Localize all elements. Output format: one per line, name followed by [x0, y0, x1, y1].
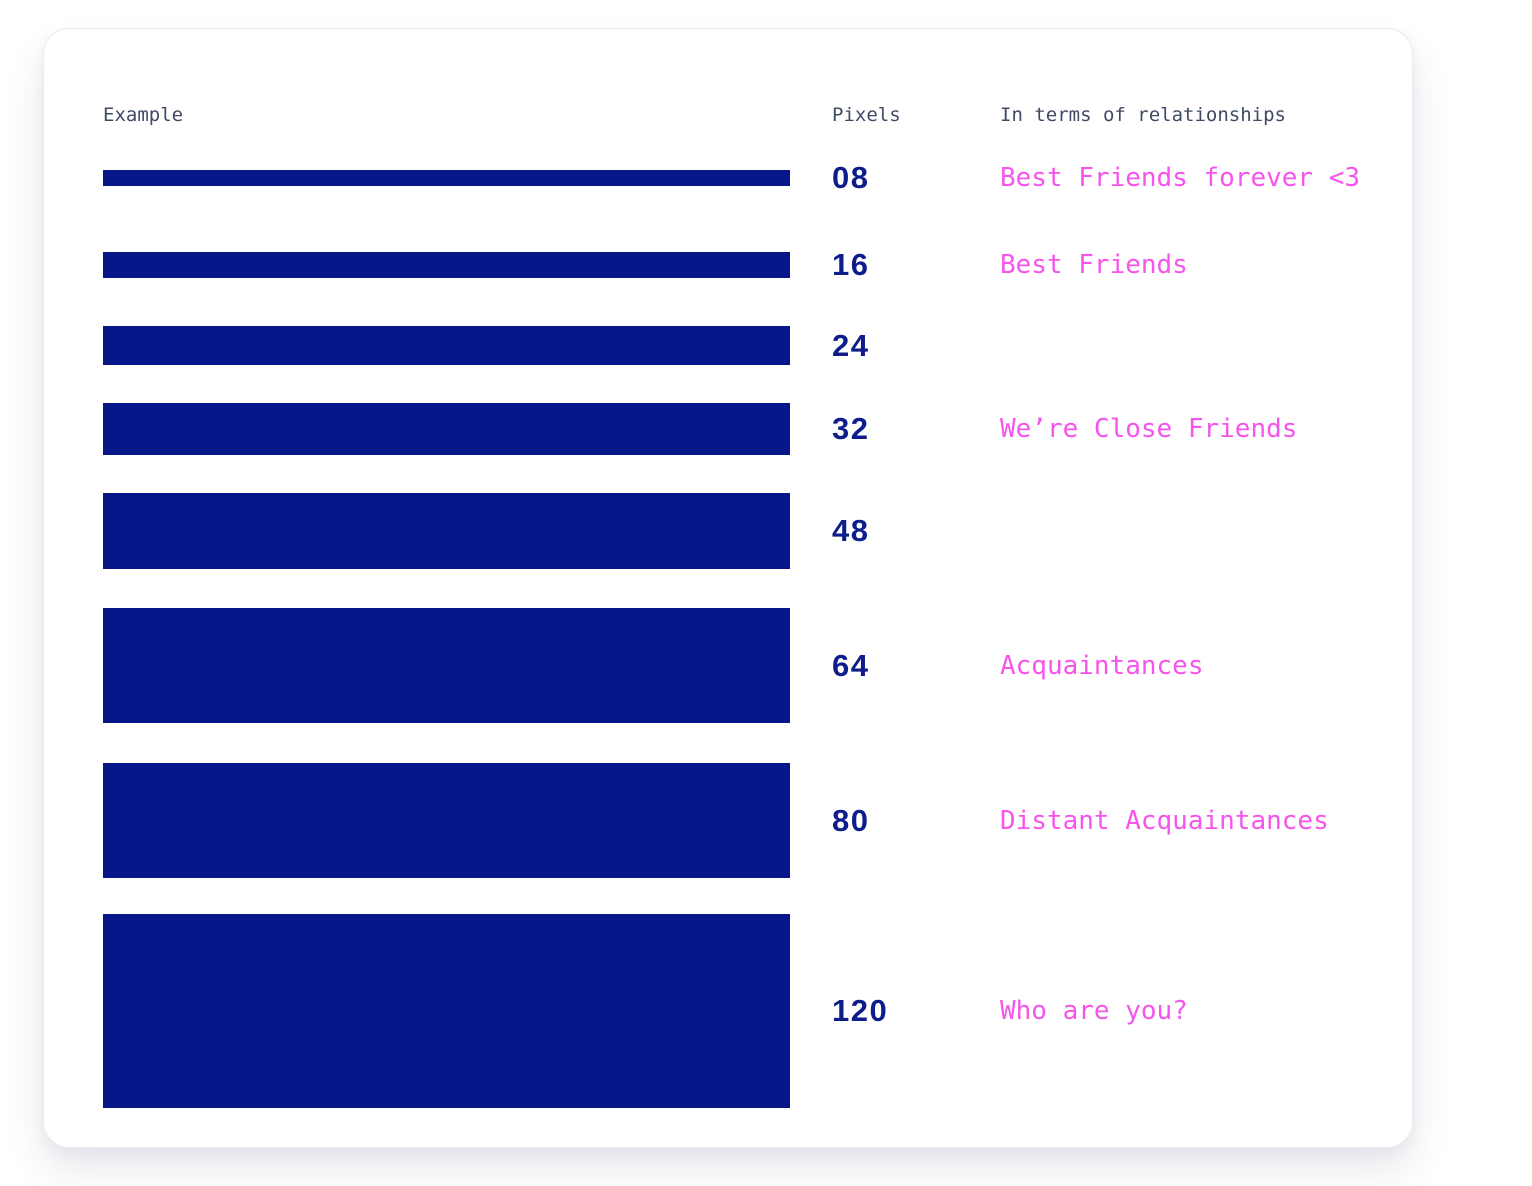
column-header-pixels: Pixels	[832, 104, 901, 126]
spacing-row: 64 Acquaintances	[103, 608, 1356, 723]
spacing-row: 80 Distant Acquaintances	[103, 763, 1356, 878]
spacing-row: 16 Best Friends	[103, 247, 1356, 283]
example-cell	[103, 170, 790, 186]
spacing-bar	[103, 608, 790, 723]
relationship-label: Distant Acquaintances	[1000, 805, 1329, 836]
relationship-label: Best Friends forever <3	[1000, 163, 1361, 193]
spacing-bar	[103, 252, 790, 278]
spacing-row: 120 Who are you?	[103, 914, 1356, 1108]
example-cell	[103, 403, 790, 455]
spacing-bar	[103, 403, 790, 455]
relationship-label: Best Friends	[1000, 250, 1188, 280]
column-header-example: Example	[103, 104, 184, 126]
pixel-value: 08	[832, 160, 870, 195]
example-cell	[103, 608, 790, 723]
pixel-value: 16	[832, 247, 870, 282]
column-header-relationships: In terms of relationships	[1000, 104, 1286, 126]
relationship-label: Who are you?	[1000, 996, 1188, 1026]
spacing-bar	[103, 914, 790, 1108]
spacing-bar	[103, 170, 790, 186]
spacing-rows: 08 Best Friends forever <3 16 Best Friends 2…	[103, 160, 1361, 1108]
spacing-row: 08 Best Friends forever <3	[103, 160, 1361, 196]
example-cell	[103, 914, 790, 1108]
spacing-scale-card: Example Pixels In terms of relationships…	[43, 28, 1413, 1148]
spacing-bar	[103, 763, 790, 878]
spacing-bar	[103, 326, 790, 365]
example-cell	[103, 326, 790, 365]
pixel-value: 80	[832, 802, 870, 838]
pixel-value: 24	[832, 327, 870, 363]
spacing-bar	[103, 493, 790, 569]
spacing-row: 32 We’re Close Friends	[103, 403, 1356, 455]
relationship-label: We’re Close Friends	[1000, 414, 1298, 444]
spacing-row: 24	[103, 326, 1356, 365]
pixel-value: 120	[832, 993, 889, 1028]
pixel-value: 32	[832, 411, 870, 446]
pixel-value: 48	[832, 513, 870, 548]
example-cell	[103, 252, 790, 278]
example-cell	[103, 493, 790, 569]
pixel-value: 64	[832, 647, 870, 683]
example-cell	[103, 763, 790, 878]
spacing-row: 48	[103, 493, 1356, 569]
column-headers: Example Pixels In terms of relationships	[103, 103, 1356, 127]
relationship-label: Acquaintances	[1000, 650, 1204, 681]
